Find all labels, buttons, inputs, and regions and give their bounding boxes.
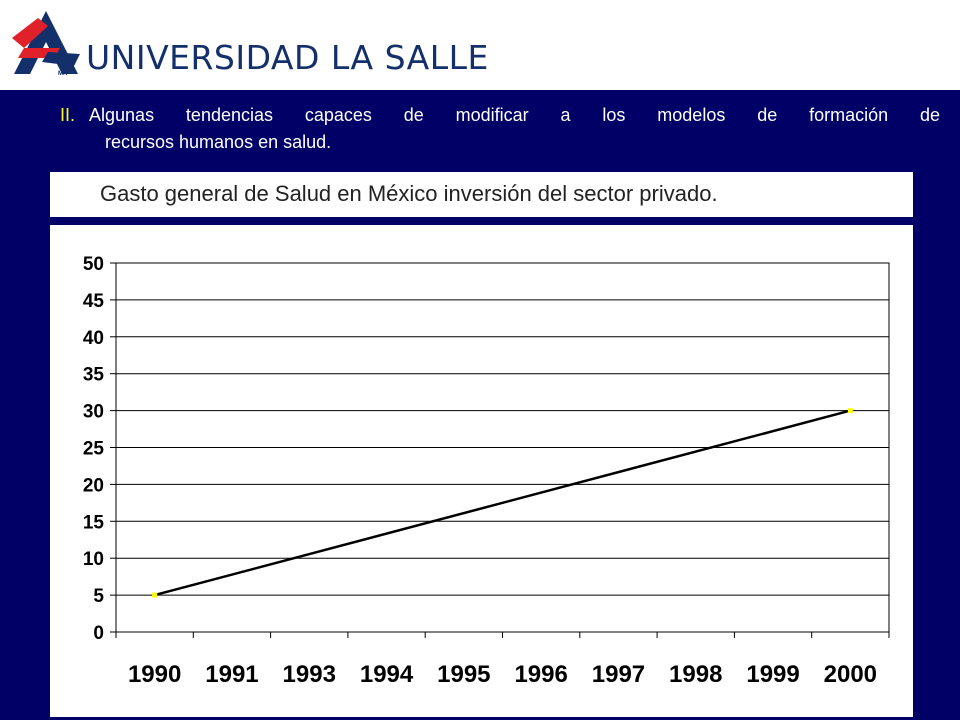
intro-line-2: recursos humanos en salud. <box>105 132 332 152</box>
intro-text: II. Algunas tendencias capaces de modifi… <box>60 102 940 156</box>
x-tick-label-1990: 1990 <box>128 661 181 688</box>
y-tick-label-40: 40 <box>83 328 104 349</box>
y-tick-label-15: 15 <box>83 512 105 533</box>
x-tick-label-1993: 1993 <box>283 661 336 688</box>
x-tick-label-1991: 1991 <box>205 661 258 688</box>
registered-mark: MR <box>58 71 68 77</box>
data-point-1990 <box>152 592 158 598</box>
data-point-2000 <box>847 408 853 414</box>
y-tick-label-25: 25 <box>83 439 105 460</box>
chart-title: Gasto general de Salud en México inversi… <box>100 181 718 206</box>
la-salle-logo-icon <box>12 11 80 74</box>
header: MR UNIVERSIDAD LA SALLE <box>0 0 960 90</box>
y-tick-label-5: 5 <box>93 586 104 607</box>
y-tick-label-30: 30 <box>83 402 104 423</box>
y-tick-label-50: 50 <box>83 254 104 275</box>
x-tick-label-1996: 1996 <box>514 661 567 688</box>
x-tick-label-2000: 2000 <box>824 661 877 688</box>
x-tick-label-1998: 1998 <box>669 661 722 688</box>
x-tick-label-1995: 1995 <box>437 661 490 688</box>
line-chart: 0 5 10 15 20 25 30 35 40 45 50 1990 1991 1993 1994 1995… <box>83 254 890 688</box>
intro-line-1: Algunas tendencias capaces de modificar … <box>89 105 940 125</box>
chart-panel: 0 5 10 15 20 25 30 35 40 45 50 1990 1991 1993 1994 1995… <box>50 225 913 717</box>
y-tick-label-0: 0 <box>93 623 104 644</box>
chart-title-box: Gasto general de Salud en México inversi… <box>50 172 913 217</box>
university-name: UNIVERSIDAD LA SALLE <box>86 38 489 77</box>
y-tick-label-45: 45 <box>83 291 105 312</box>
y-tick-label-20: 20 <box>83 475 104 496</box>
x-tick-label-1999: 1999 <box>746 661 799 688</box>
y-tick-label-10: 10 <box>83 549 104 570</box>
series-line-0 <box>154 409 851 597</box>
x-tick-label-1994: 1994 <box>360 661 414 688</box>
x-tick-label-1997: 1997 <box>592 661 645 688</box>
section-number: II. <box>60 105 76 125</box>
y-tick-label-35: 35 <box>83 365 105 386</box>
